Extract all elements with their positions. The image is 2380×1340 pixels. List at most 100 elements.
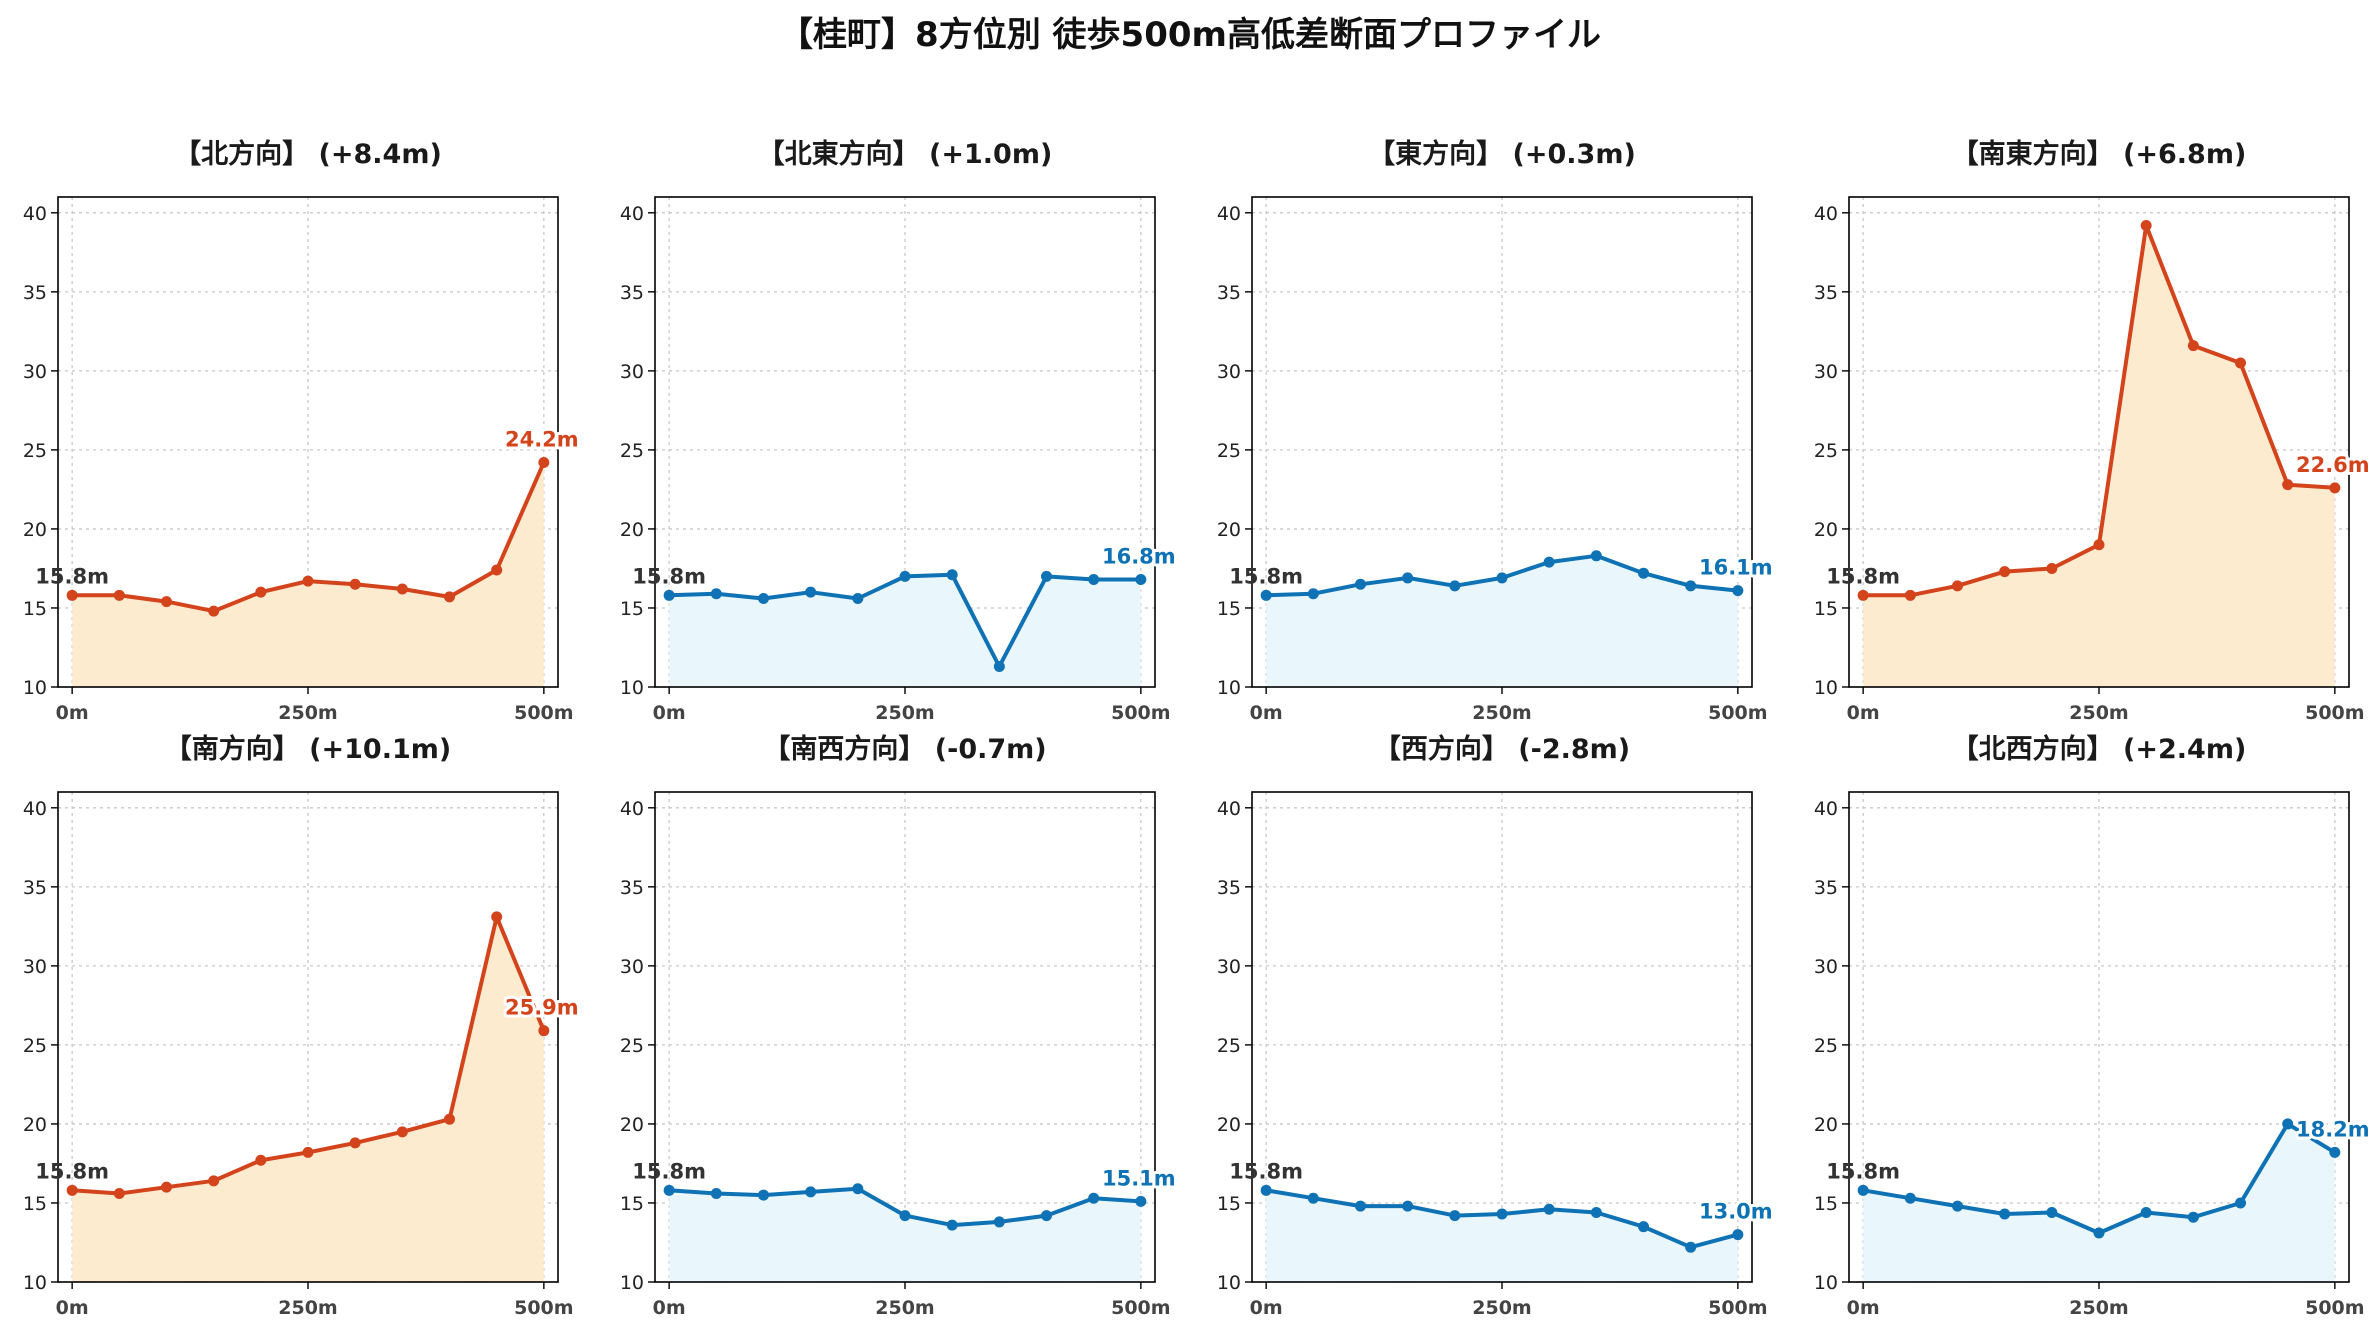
y-tick-label: 25 <box>1814 440 1838 462</box>
data-point <box>302 1146 314 1158</box>
data-point <box>2235 357 2247 369</box>
x-tick-label: 250m <box>875 1297 934 1319</box>
y-tick-label: 25 <box>23 1035 47 1057</box>
y-tick-label: 30 <box>620 956 644 978</box>
y-tick-label: 25 <box>1217 440 1241 462</box>
end-elevation-label: 13.0m <box>1699 1200 1773 1224</box>
data-point <box>160 1181 172 1193</box>
data-point <box>1904 589 1916 601</box>
data-point <box>66 589 78 601</box>
data-point <box>2329 1146 2341 1158</box>
start-elevation-label: 15.8m <box>1826 1159 1900 1183</box>
data-point <box>2235 1197 2247 1209</box>
y-tick-label: 30 <box>1814 361 1838 383</box>
y-tick-label: 20 <box>620 1114 644 1136</box>
data-point <box>1732 1229 1744 1241</box>
x-tick-label: 250m <box>1472 702 1531 724</box>
y-tick-label: 35 <box>23 877 47 899</box>
data-point <box>255 586 267 598</box>
data-point <box>255 1154 267 1166</box>
end-elevation-label: 16.1m <box>1699 556 1773 580</box>
x-tick-label: 0m <box>1847 702 1880 724</box>
start-elevation-label: 15.8m <box>1826 564 1900 588</box>
y-tick-label: 40 <box>1814 798 1838 820</box>
data-point <box>66 1184 78 1196</box>
panel-title: 【北西方向】 (+2.4m) <box>1952 733 2247 765</box>
x-tick-label: 0m <box>653 702 686 724</box>
data-point <box>1732 585 1744 597</box>
panel-3: 【東方向】 (+0.3m) 10 15 20 25 30 35 40 0m 250m 500m 15.… <box>1217 138 1776 724</box>
profile-area <box>72 462 544 687</box>
y-tick-label: 35 <box>620 282 644 304</box>
data-point <box>1857 589 1869 601</box>
data-point <box>491 911 503 923</box>
data-point <box>1402 1200 1414 1212</box>
data-point <box>663 589 675 601</box>
data-point <box>1135 574 1147 586</box>
panel-title: 【北東方向】 (+1.0m) <box>758 138 1053 170</box>
data-point <box>1402 572 1414 584</box>
data-point <box>1638 1221 1650 1233</box>
data-point <box>946 1219 958 1231</box>
data-point <box>396 1126 408 1138</box>
data-point <box>663 1184 675 1196</box>
y-tick-label: 40 <box>620 798 644 820</box>
y-tick-label: 30 <box>23 361 47 383</box>
data-point <box>2140 1206 2152 1218</box>
x-tick-label: 0m <box>653 1297 686 1319</box>
data-point <box>1685 1241 1697 1253</box>
profile-area <box>1266 555 1738 687</box>
y-tick-label: 10 <box>1814 677 1838 699</box>
y-tick-label: 10 <box>23 1272 47 1294</box>
panel-5: 【南方向】 (+10.1m) 10 15 20 25 30 35 40 0m 250m 500m 15… <box>23 733 582 1319</box>
panel-4: 【南東方向】 (+6.8m) 10 15 20 25 30 35 40 0m 250m 500m 15… <box>1814 138 2373 724</box>
y-tick-label: 35 <box>1814 282 1838 304</box>
y-tick-label: 40 <box>1217 203 1241 225</box>
data-point <box>1543 556 1555 568</box>
data-point <box>1685 580 1697 592</box>
panel-title: 【南西方向】 (-0.7m) <box>763 733 1046 765</box>
y-tick-label: 20 <box>620 519 644 541</box>
data-point <box>1088 1192 1100 1204</box>
data-point <box>302 575 314 587</box>
x-tick-label: 500m <box>1111 702 1170 724</box>
x-tick-label: 500m <box>2305 1297 2364 1319</box>
y-tick-label: 10 <box>620 1272 644 1294</box>
y-tick-label: 40 <box>1814 203 1838 225</box>
y-tick-label: 30 <box>620 361 644 383</box>
data-point <box>208 605 220 617</box>
data-point <box>1449 580 1461 592</box>
y-tick-label: 10 <box>23 677 47 699</box>
data-point <box>1496 572 1508 584</box>
x-tick-label: 250m <box>1472 1297 1531 1319</box>
data-point <box>1041 1210 1053 1222</box>
data-point <box>1041 570 1053 582</box>
x-tick-label: 0m <box>1847 1297 1880 1319</box>
x-tick-label: 0m <box>1250 1297 1283 1319</box>
data-point <box>1088 574 1100 586</box>
panel-title: 【西方向】 (-2.8m) <box>1374 733 1630 765</box>
data-point <box>710 588 722 600</box>
x-tick-label: 500m <box>1708 1297 1767 1319</box>
end-elevation-label: 25.9m <box>505 996 579 1020</box>
y-tick-label: 15 <box>1217 598 1241 620</box>
end-elevation-label: 18.2m <box>2296 1117 2370 1141</box>
data-point <box>1449 1210 1461 1222</box>
panel-title: 【南東方向】 (+6.8m) <box>1952 138 2247 170</box>
data-point <box>1307 588 1319 600</box>
x-tick-label: 500m <box>514 1297 573 1319</box>
y-tick-label: 20 <box>1217 1114 1241 1136</box>
panel-1: 【北方向】 (+8.4m) 10 15 20 25 30 35 40 0m 250m 500m 15.… <box>23 138 582 724</box>
y-tick-label: 15 <box>1814 598 1838 620</box>
profile-area <box>669 1188 1141 1282</box>
data-point <box>1590 550 1602 562</box>
profile-area <box>669 574 1141 687</box>
data-point <box>2187 340 2199 352</box>
y-tick-label: 15 <box>1217 1193 1241 1215</box>
data-point <box>2140 219 2152 231</box>
data-point <box>852 592 864 604</box>
end-elevation-label: 22.6m <box>2296 453 2370 477</box>
data-point <box>208 1175 220 1187</box>
